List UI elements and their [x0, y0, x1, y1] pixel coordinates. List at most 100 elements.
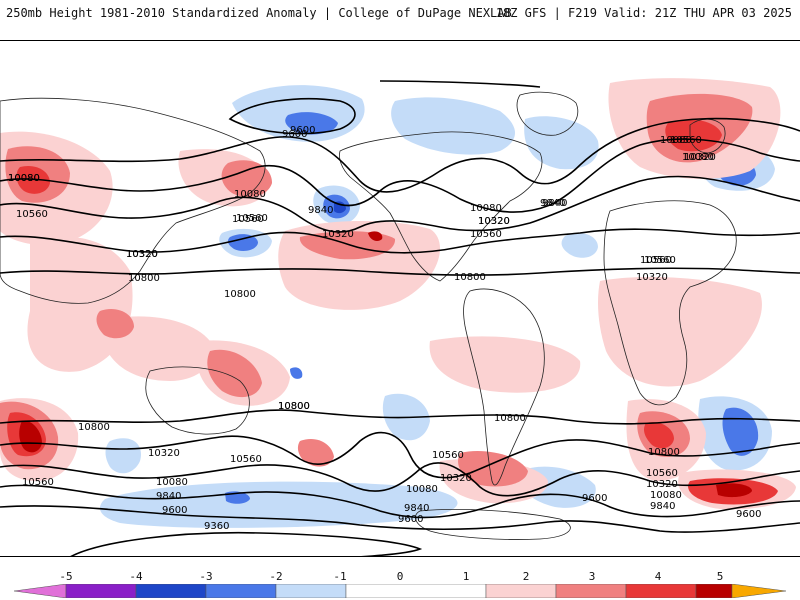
contour-label: 10320 [126, 249, 158, 260]
contour-label: 10080 [8, 173, 40, 184]
contour-label: 9840 [540, 198, 565, 209]
pos-anomaly-core [716, 483, 752, 498]
map-title: 250mb Height 1981-2010 Standardized Anom… [6, 6, 512, 20]
pos-anomaly-core [458, 451, 528, 487]
contour-label: 10320 [636, 272, 668, 283]
contour-label: 10080 [8, 173, 40, 184]
contour-label: 10320 [478, 216, 510, 227]
colorbar: -5 -4 -3 -2 -1 0 1 2 3 4 5 [0, 570, 800, 600]
contour-label: 10560 [236, 213, 268, 224]
colorbar-tick: 4 [654, 570, 662, 583]
contour-label: 10560 [670, 135, 702, 146]
contour-label: 9600 [398, 514, 423, 525]
colorbar-swatch-p4 [695, 584, 733, 598]
colorbar-swatch-p3 [625, 584, 697, 598]
contour-labels: 9600 9840 10080 10320 10560 10800 10560 … [8, 125, 761, 532]
neg-anomaly-region [524, 116, 599, 170]
contour-label: 10320 [126, 249, 158, 260]
colorbar-tick: 1 [462, 570, 470, 583]
pos-anomaly-core [297, 438, 334, 467]
contour-label: 10320 [440, 473, 472, 484]
contour-label: 9600 [736, 509, 761, 520]
colorbar-tick: 2 [522, 570, 530, 583]
contour-label: 10800 [224, 289, 256, 300]
colorbar-swatch-m5 [14, 584, 67, 598]
contour-label: 9840 [650, 501, 675, 512]
colorbar-swatch-m1 [275, 584, 347, 598]
contour-label: 10080 [682, 152, 714, 163]
contour-label: 10560 [230, 454, 262, 465]
colorbar-tick: -3 [199, 570, 213, 583]
contour-label: 10800 [128, 273, 160, 284]
contour-label: 10800 [648, 447, 680, 458]
contour-label: 10560 [432, 450, 464, 461]
contour-label: 10080 [470, 203, 502, 214]
pos-anomaly-region [429, 336, 581, 393]
model-run-info: 18Z GFS | F219 Valid: 21Z THU APR 03 202… [495, 6, 792, 20]
pos-anomaly-core [368, 231, 383, 241]
neg-anomaly-core [227, 234, 258, 251]
contour-label: 9600 [582, 493, 607, 504]
contour-label: 10560 [232, 214, 264, 225]
contour-label: 10560 [646, 468, 678, 479]
colorbar-swatch-p1 [485, 584, 557, 598]
pos-anomaly-core [665, 119, 722, 152]
map-panel: 9600 9840 10080 10320 10560 10800 10560 … [0, 40, 800, 557]
contour-label: 10320 [684, 152, 716, 163]
neg-anomaly-region [105, 438, 141, 474]
colorbar-swatch-p2 [555, 584, 627, 598]
contour-label: 10080 [650, 490, 682, 501]
colorbar-swatch-zero [345, 584, 487, 598]
pos-anomaly-core [221, 160, 272, 198]
contour-label: 10560 [22, 477, 54, 488]
neg-anomaly-core [285, 112, 338, 135]
contour-label: 9600 [290, 125, 315, 136]
pos-anomaly-core [644, 421, 674, 449]
contour-label: 10320 [478, 216, 510, 227]
anomaly-shading [0, 78, 796, 528]
header: 250mb Height 1981-2010 Standardized Anom… [0, 0, 800, 40]
neg-anomaly-region [561, 233, 598, 258]
contour-label: 10800 [278, 401, 310, 412]
contour-label: 10560 [640, 255, 672, 266]
neg-anomaly-core [290, 367, 303, 379]
colorbar-swatch-m3 [135, 584, 207, 598]
contour-label: 10560 [470, 229, 502, 240]
contour-label: 9360 [204, 521, 229, 532]
map-svg: 9600 9840 10080 10320 10560 10800 10560 … [0, 78, 800, 556]
colorbar-tick: -2 [269, 570, 283, 583]
contour-label: 10560 [644, 255, 676, 266]
pos-anomaly-core [19, 420, 42, 453]
colorbar-tick: 0 [396, 570, 404, 583]
contour-label: 10320 [322, 229, 354, 240]
colorbar-swatch-m4 [65, 584, 137, 598]
contour-label: 10800 [78, 422, 110, 433]
colorbar-tick: -4 [129, 570, 143, 583]
contour-label: 10080 [660, 135, 692, 146]
colorbar-tick: 5 [716, 570, 724, 583]
neg-anomaly-region [391, 97, 515, 155]
colorbar-swatches [14, 584, 786, 598]
contour-label: 10320 [646, 479, 678, 490]
pos-anomaly-region [598, 277, 762, 387]
contour-label: 9600 [162, 505, 187, 516]
colorbar-swatch-p5 [731, 584, 786, 598]
contour-label: 10800 [278, 401, 310, 412]
contour-label: 10560 [16, 209, 48, 220]
pos-anomaly-core [96, 308, 134, 339]
contour-label: 9840 [156, 491, 181, 502]
colorbar-swatch-m2 [205, 584, 277, 598]
contour-label: 9840 [542, 198, 567, 209]
contour-label: 10080 [234, 189, 266, 200]
pos-anomaly-core [207, 349, 262, 398]
contour-label: 9600 [282, 129, 307, 140]
contour-label: 9840 [404, 503, 429, 514]
contour-label: 10320 [148, 448, 180, 459]
contour-label: 10080 [156, 477, 188, 488]
colorbar-tick: -1 [333, 570, 347, 583]
contour-label: 10800 [494, 413, 526, 424]
contour-label: 9840 [308, 205, 333, 216]
height-contours [0, 80, 800, 556]
contour-label: 10080 [406, 484, 438, 495]
colorbar-tick: 3 [588, 570, 596, 583]
